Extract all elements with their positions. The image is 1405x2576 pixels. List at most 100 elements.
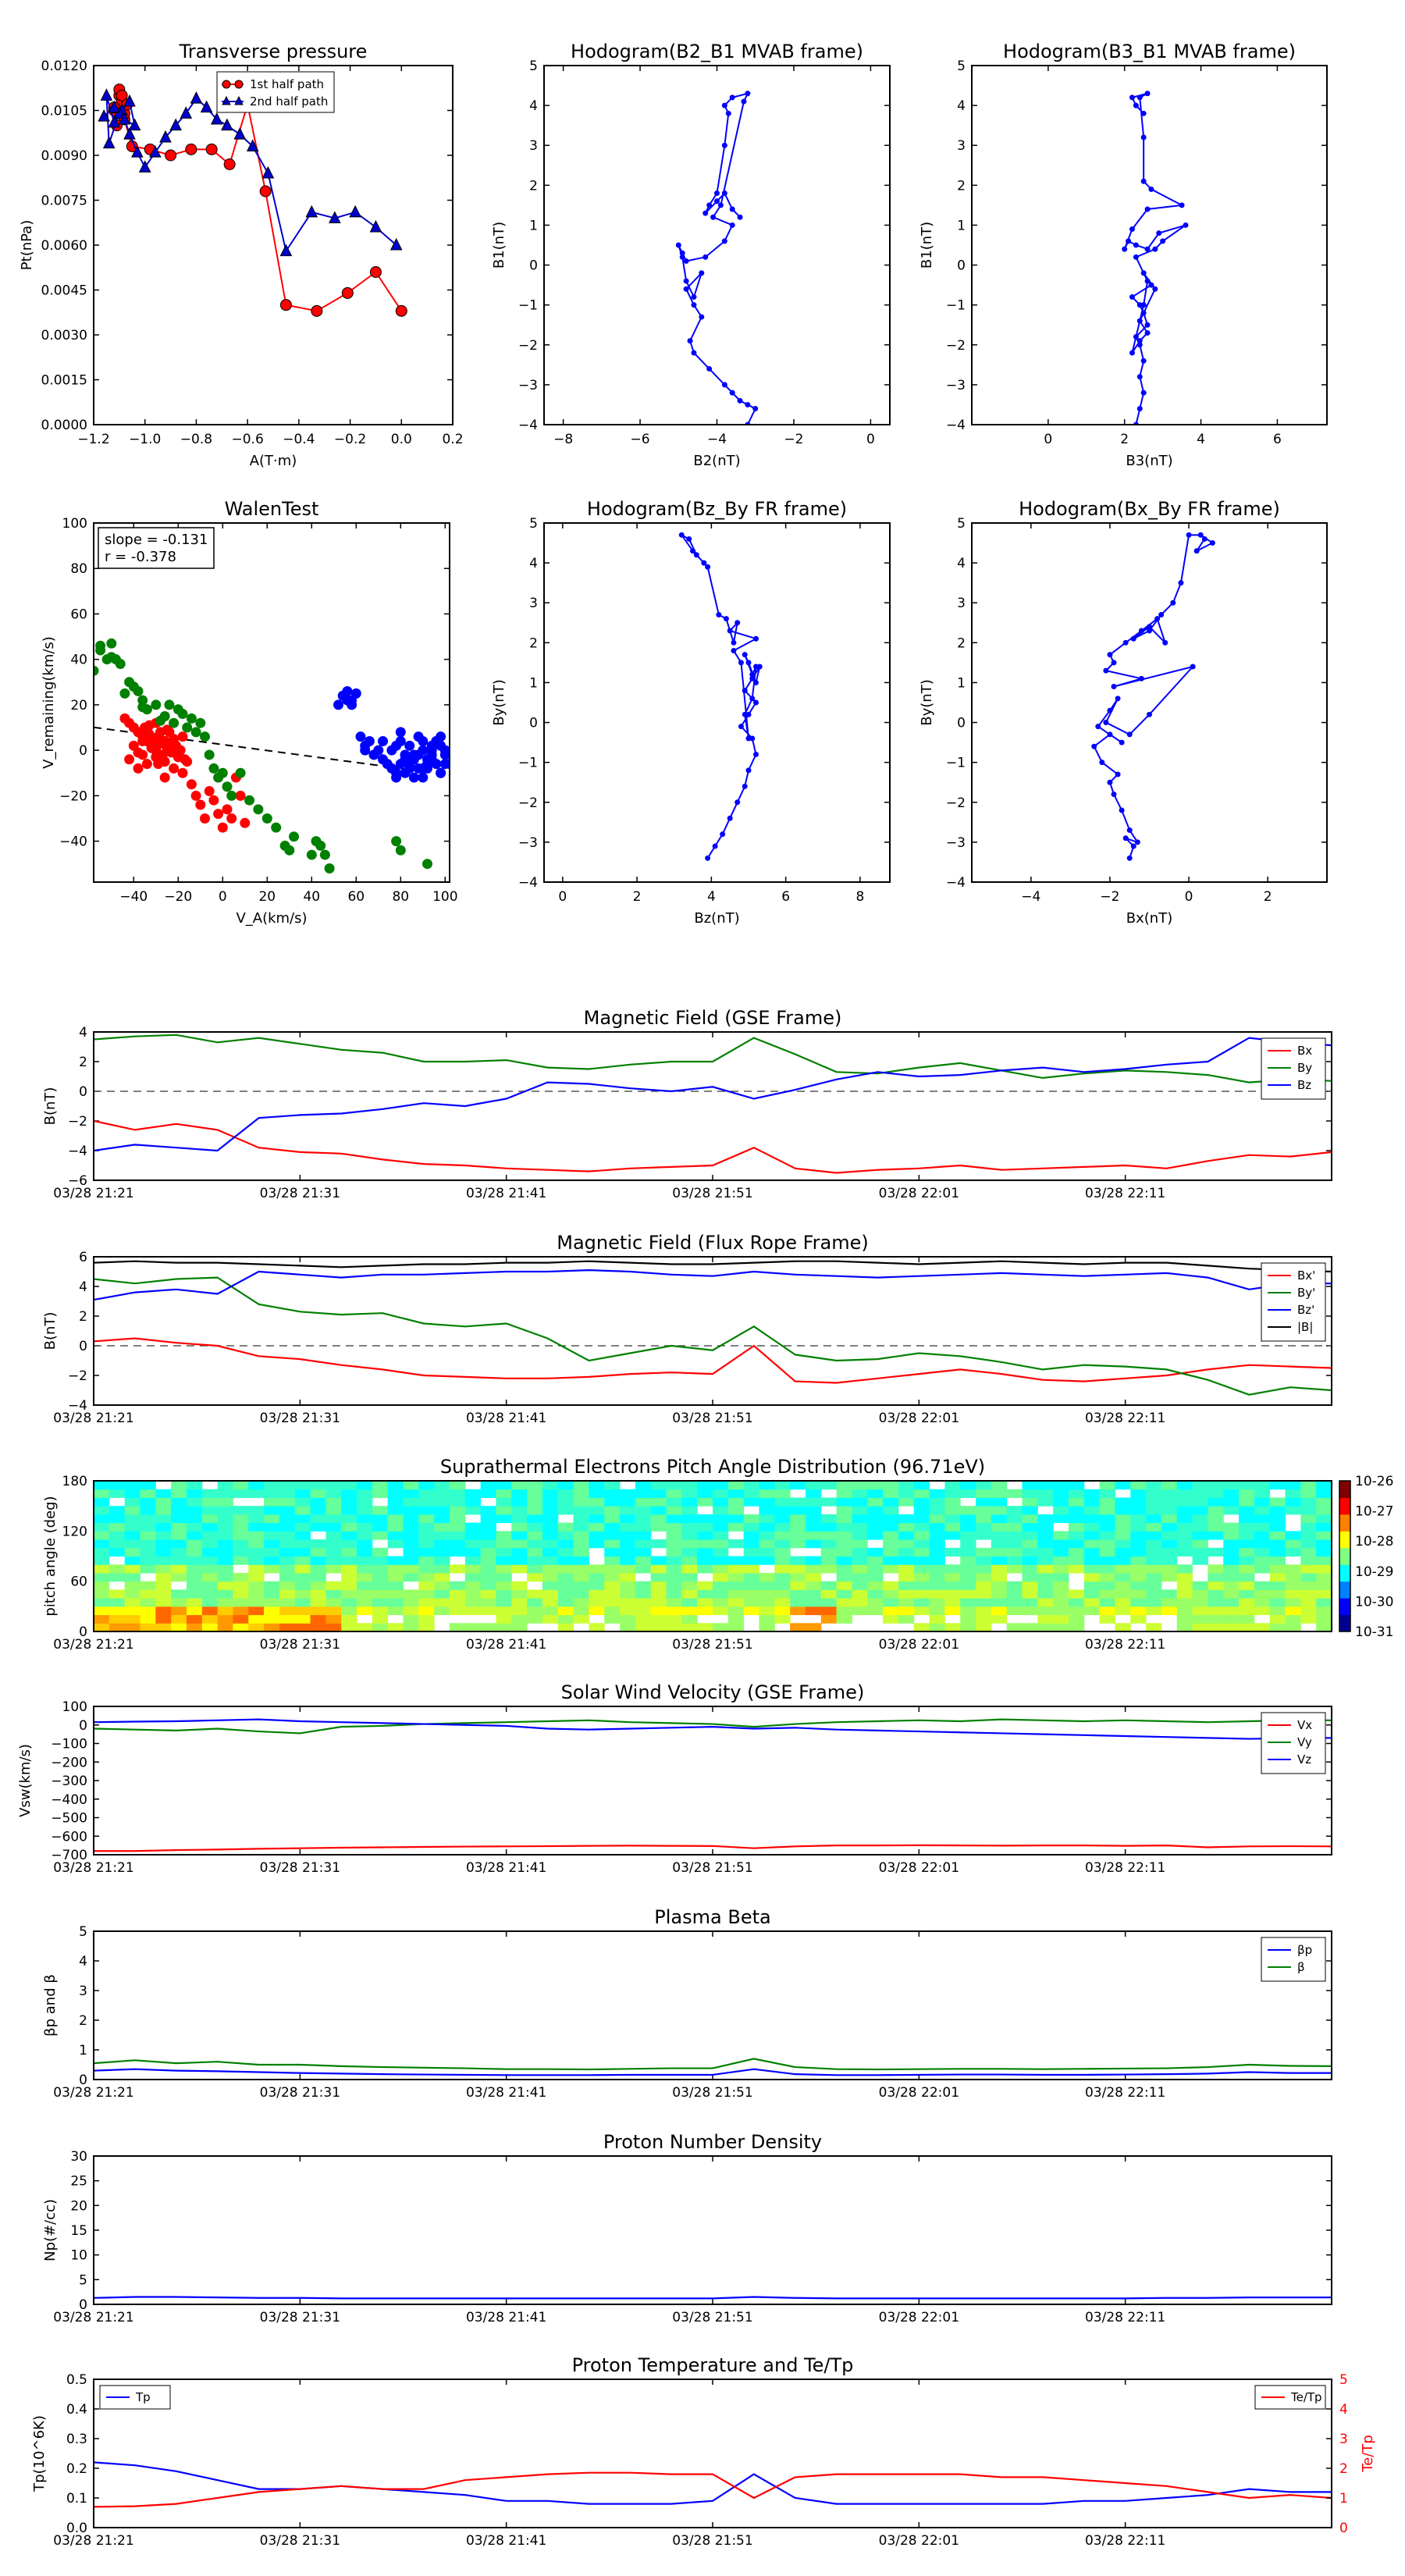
heatmap-cell bbox=[991, 1614, 1008, 1624]
x-tick-label: 03/28 21:51 bbox=[672, 1637, 752, 1653]
data-point bbox=[714, 190, 720, 197]
heatmap-cell bbox=[867, 1581, 884, 1590]
heatmap-cell bbox=[573, 1547, 589, 1557]
heatmap-cell bbox=[264, 1623, 280, 1631]
heatmap-cell bbox=[1006, 1547, 1023, 1557]
scatter-point bbox=[153, 759, 164, 770]
panel-title: Magnetic Field (GSE Frame) bbox=[584, 1007, 842, 1029]
heatmap-cell bbox=[1006, 1564, 1023, 1574]
x-tick-label: 4 bbox=[707, 889, 716, 905]
heatmap-cell bbox=[542, 1531, 559, 1540]
heatmap-cell bbox=[1130, 1556, 1147, 1565]
heatmap-cell bbox=[1223, 1623, 1240, 1631]
data-point bbox=[1140, 310, 1147, 316]
data-point bbox=[683, 286, 689, 292]
heatmap-cell bbox=[681, 1614, 698, 1624]
heatmap-cell bbox=[1099, 1564, 1115, 1574]
heatmap-cell bbox=[357, 1589, 373, 1599]
scatter-point bbox=[177, 731, 188, 742]
x-tick-label: 40 bbox=[303, 889, 320, 905]
heatmap-cell bbox=[697, 1581, 713, 1590]
scatter-point bbox=[133, 685, 144, 696]
heatmap-cell bbox=[929, 1539, 945, 1549]
data-marker bbox=[108, 100, 121, 113]
heatmap-cell bbox=[790, 1589, 806, 1599]
heatmap-cell bbox=[1115, 1606, 1131, 1616]
heatmap-cell bbox=[310, 1556, 326, 1565]
heatmap-cell bbox=[713, 1481, 729, 1490]
heatmap-cell bbox=[310, 1614, 326, 1624]
heatmap-cell bbox=[1161, 1497, 1178, 1507]
heatmap-cell bbox=[1254, 1589, 1271, 1599]
heatmap-cell bbox=[1192, 1497, 1208, 1507]
heatmap-cell bbox=[697, 1522, 713, 1532]
heatmap-cell bbox=[883, 1489, 899, 1498]
heatmap-cell bbox=[1192, 1623, 1208, 1631]
heatmap-cell bbox=[186, 1489, 203, 1498]
heatmap-cell bbox=[511, 1623, 528, 1631]
heatmap-cell bbox=[294, 1614, 311, 1624]
heatmap-cell bbox=[217, 1589, 233, 1599]
data-point bbox=[1126, 855, 1133, 861]
heatmap-cell bbox=[713, 1589, 729, 1599]
heatmap-cell bbox=[867, 1522, 884, 1532]
heatmap-cell bbox=[171, 1547, 187, 1557]
heatmap-cell bbox=[186, 1539, 203, 1549]
heatmap-cell bbox=[1192, 1539, 1208, 1549]
heatmap-cell bbox=[124, 1514, 140, 1524]
heatmap-cell bbox=[434, 1531, 450, 1540]
heatmap-cell bbox=[620, 1623, 636, 1631]
data-point bbox=[721, 142, 727, 148]
heatmap-cell bbox=[310, 1489, 326, 1498]
heatmap-cell bbox=[774, 1514, 791, 1524]
heatmap-cell bbox=[976, 1606, 992, 1616]
heatmap-cell bbox=[1239, 1556, 1255, 1565]
heatmap-cell bbox=[883, 1481, 899, 1490]
scatter-point bbox=[182, 722, 193, 733]
heatmap-cell bbox=[387, 1539, 404, 1549]
y-tick-label: 20 bbox=[70, 2198, 87, 2214]
heatmap-cell bbox=[805, 1481, 822, 1490]
heatmap-cell bbox=[294, 1598, 311, 1607]
heatmap-cell bbox=[124, 1547, 140, 1557]
data-point bbox=[742, 688, 748, 694]
x-tick-label: 6 bbox=[781, 889, 790, 905]
y-tick-label: 5 bbox=[79, 2272, 87, 2288]
heatmap-cell bbox=[774, 1564, 791, 1574]
y-tick-label: 2 bbox=[79, 1055, 87, 1070]
data-marker bbox=[205, 143, 218, 155]
heatmap-cell bbox=[94, 1539, 110, 1549]
data-marker bbox=[165, 149, 177, 162]
heatmap-cell bbox=[743, 1481, 759, 1490]
data-point bbox=[1130, 843, 1136, 849]
heatmap-cell bbox=[233, 1531, 249, 1540]
heatmap-cell bbox=[480, 1598, 496, 1607]
heatmap-cell bbox=[743, 1581, 759, 1590]
y-tick-label: 0.4 bbox=[66, 2402, 87, 2418]
data-point bbox=[1136, 94, 1143, 101]
heatmap-cell bbox=[403, 1497, 419, 1507]
heatmap-cell bbox=[790, 1606, 806, 1616]
x-tick-label: 0 bbox=[1185, 889, 1193, 905]
heatmap-cell bbox=[372, 1564, 389, 1574]
heatmap-cell bbox=[1099, 1556, 1115, 1565]
data-marker bbox=[311, 304, 323, 317]
heatmap-cell bbox=[635, 1598, 652, 1607]
series-line bbox=[94, 2058, 1332, 2071]
data-point bbox=[1183, 222, 1189, 228]
scatter-point bbox=[124, 754, 135, 765]
heatmap-cell bbox=[1037, 1497, 1054, 1507]
scatter-point bbox=[400, 767, 411, 778]
heatmap-cell bbox=[1316, 1497, 1332, 1507]
heatmap-cell bbox=[294, 1506, 311, 1515]
heatmap-cell bbox=[1161, 1506, 1178, 1515]
heatmap-cell bbox=[294, 1572, 311, 1582]
heatmap-cell bbox=[325, 1506, 342, 1515]
heatmap-cell bbox=[201, 1539, 219, 1549]
heatmap-cell bbox=[867, 1556, 884, 1565]
heatmap-cell bbox=[186, 1547, 203, 1557]
heatmap-cell bbox=[94, 1623, 110, 1631]
heatmap-cell bbox=[898, 1581, 915, 1590]
plot-frame bbox=[93, 65, 454, 425]
